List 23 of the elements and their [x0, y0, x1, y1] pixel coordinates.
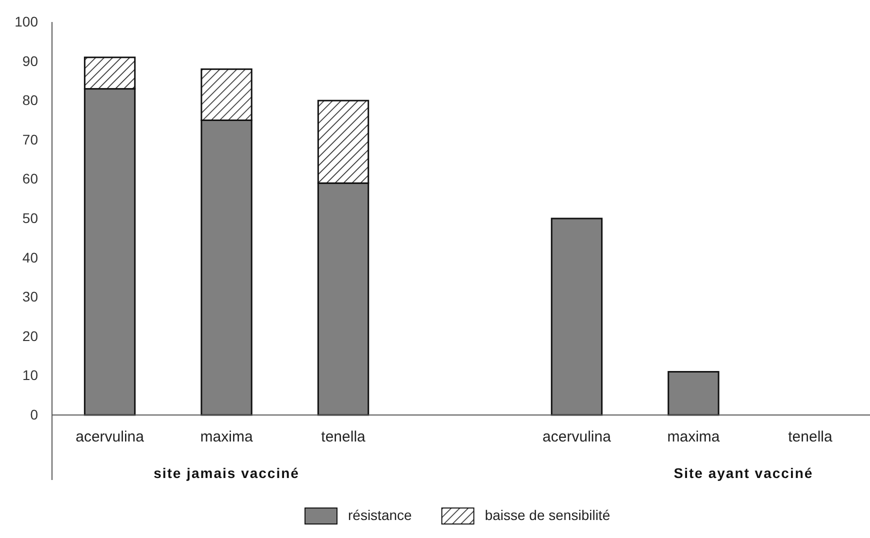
x-tick-label: acervulina	[542, 428, 612, 446]
y-tick-label: 40	[22, 249, 38, 266]
y-tick-label: 80	[22, 92, 38, 108]
y-tick-label: 10	[22, 367, 38, 384]
y-tick-label: 90	[22, 52, 38, 69]
y-tick-label: 70	[22, 131, 38, 148]
legend-label: baisse de sensibilité	[484, 507, 610, 523]
text: site jamais vacciné	[154, 465, 300, 481]
y-tick-label: 50	[22, 210, 38, 226]
y-tick-label: 20	[22, 328, 38, 344]
x-tick-label: maxima	[200, 428, 254, 446]
y-tick-label: 60	[22, 170, 38, 187]
legend-label: résistance	[348, 507, 412, 523]
x-tick-label: tenella	[788, 428, 833, 446]
text: Site ayant vacciné	[674, 465, 814, 481]
y-tick-label: 0	[30, 406, 38, 422]
y-tick-label: 30	[22, 288, 38, 305]
x-tick-label: maxima	[667, 428, 720, 446]
bar	[550, 218, 603, 416]
y-tick-label: 100	[14, 13, 38, 30]
x-tick-label: acervulina	[76, 428, 145, 446]
bar	[668, 371, 720, 416]
x-tick-label: tenella	[321, 428, 366, 446]
